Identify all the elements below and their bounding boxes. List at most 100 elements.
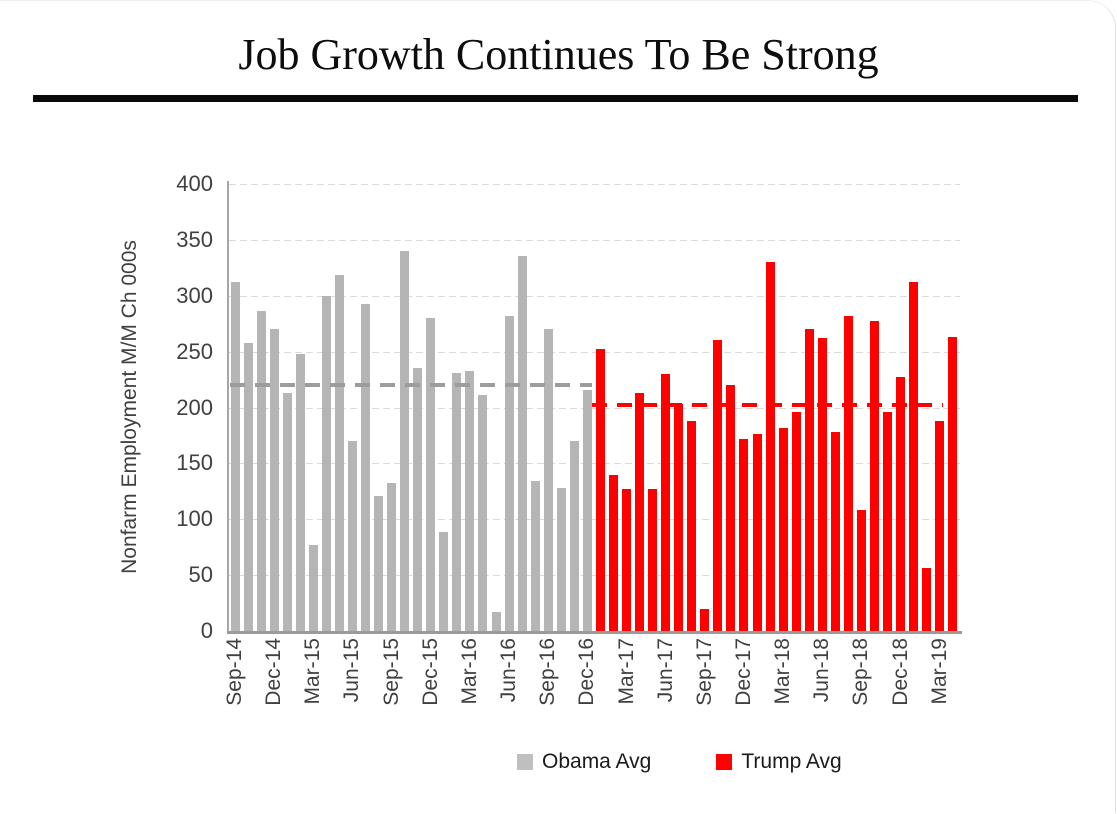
y-tick-label-250: 250 xyxy=(176,338,213,364)
bar-dec-18 xyxy=(896,377,906,631)
bar-sep-16 xyxy=(543,329,553,631)
y-tick-label-0: 0 xyxy=(200,618,213,643)
y-tick-label-150: 150 xyxy=(176,450,213,476)
gridline-300 xyxy=(229,295,960,297)
x-tick-label-dec-16: Dec-16 xyxy=(575,638,599,706)
bar-sep-18 xyxy=(856,510,866,631)
bar-jan-19 xyxy=(909,282,919,631)
bar-apr-15 xyxy=(321,295,331,631)
bar-feb-16 xyxy=(452,372,462,631)
bar-jun-18 xyxy=(817,338,827,631)
gridline-150 xyxy=(229,463,960,465)
gridline-100 xyxy=(229,519,960,521)
bar-apr-17 xyxy=(635,392,645,631)
x-tick-label-mar-15: Mar-15 xyxy=(301,638,325,705)
bar-oct-14 xyxy=(243,342,253,631)
bar-jun-16 xyxy=(504,315,514,631)
x-tick-label-dec-18: Dec-18 xyxy=(888,638,912,706)
chart-legend: Obama Avg Trump Avg xyxy=(517,750,842,774)
x-tick-label-mar-17: Mar-17 xyxy=(614,638,638,705)
bar-jan-15 xyxy=(282,392,292,631)
y-tick-label-200: 200 xyxy=(176,394,213,420)
bar-dec-14 xyxy=(269,329,279,631)
x-tick-label-dec-15: Dec-15 xyxy=(418,638,442,706)
y-tick-label-50: 50 xyxy=(188,562,213,588)
bar-apr-19 xyxy=(948,337,958,631)
bar-sep-17 xyxy=(700,608,710,631)
y-axis-title: Nonfarm Employment M/M Ch 000s xyxy=(118,240,141,574)
x-tick-label-sep-15: Sep-15 xyxy=(379,638,403,706)
bar-aug-16 xyxy=(530,481,540,631)
x-tick-label-jun-18: Jun-18 xyxy=(810,638,834,703)
bar-mar-17 xyxy=(622,489,631,631)
x-tick-label-mar-19: Mar-19 xyxy=(927,638,951,705)
legend-item-trump: Trump Avg xyxy=(716,750,842,774)
bar-dec-16 xyxy=(582,389,592,631)
obama-average-line xyxy=(230,383,592,388)
bar-jul-16 xyxy=(517,255,527,631)
x-tick-label-sep-16: Sep-16 xyxy=(536,638,560,706)
x-tick-label-jun-16: Jun-16 xyxy=(497,638,521,703)
bar-feb-18 xyxy=(765,262,775,631)
bar-nov-18 xyxy=(883,411,892,631)
trump-legend-swatch-icon xyxy=(716,754,733,770)
obama-legend-swatch-icon xyxy=(517,754,533,770)
y-tick-label-100: 100 xyxy=(176,506,213,532)
x-tick-label-sep-14: Sep-14 xyxy=(223,638,246,706)
gridline-350 xyxy=(229,239,960,241)
bar-oct-18 xyxy=(869,321,879,631)
bar-mar-18 xyxy=(778,427,788,631)
trump-average-line xyxy=(591,403,943,408)
x-tick-label-dec-14: Dec-14 xyxy=(262,638,286,706)
x-tick-label-jun-15: Jun-15 xyxy=(340,638,364,703)
bar-jan-17 xyxy=(595,349,605,631)
bar-jul-18 xyxy=(830,432,840,631)
bar-apr-18 xyxy=(791,411,801,631)
x-axis-line xyxy=(227,631,962,634)
gridline-200 xyxy=(229,407,960,409)
y-axis-line xyxy=(227,181,229,631)
gridline-250 xyxy=(229,351,960,353)
legend-label-obama: Obama Avg xyxy=(542,750,652,773)
bar-aug-17 xyxy=(687,420,697,631)
bar-oct-15 xyxy=(400,251,410,631)
bar-dec-15 xyxy=(426,318,436,631)
bar-mar-16 xyxy=(465,370,475,631)
bar-oct-16 xyxy=(556,487,566,631)
gridline-50 xyxy=(229,575,960,577)
bar-may-18 xyxy=(804,329,814,631)
bar-nov-14 xyxy=(256,311,266,631)
y-tick-label-400: 400 xyxy=(176,171,213,196)
page-title: Job Growth Continues To Be Strong xyxy=(238,30,879,79)
legend-item-obama: Obama Avg xyxy=(517,750,651,774)
bar-mar-19 xyxy=(935,420,945,631)
bar-jan-18 xyxy=(752,434,762,631)
bar-sep-14 xyxy=(230,282,240,631)
bar-mar-15 xyxy=(308,544,318,631)
y-tick-label-350: 350 xyxy=(176,226,213,252)
bar-jun-15 xyxy=(347,441,357,631)
x-tick-label-dec-17: Dec-17 xyxy=(731,638,755,706)
bar-feb-15 xyxy=(295,353,305,631)
bar-may-17 xyxy=(648,489,658,631)
gridline-400 xyxy=(229,184,960,185)
bar-feb-19 xyxy=(922,568,932,631)
bar-jun-17 xyxy=(661,373,671,631)
bar-may-16 xyxy=(491,612,501,631)
y-tick-label-300: 300 xyxy=(176,282,213,308)
x-tick-label-mar-18: Mar-18 xyxy=(771,638,795,705)
x-tick-label-jun-17: Jun-17 xyxy=(653,638,677,703)
x-tick-label-sep-17: Sep-17 xyxy=(692,638,716,706)
bar-aug-15 xyxy=(374,495,384,631)
bar-jul-17 xyxy=(674,404,684,631)
bar-dec-17 xyxy=(739,438,749,631)
bar-may-15 xyxy=(334,274,344,631)
x-tick-label-mar-16: Mar-16 xyxy=(457,638,481,705)
bar-jul-15 xyxy=(361,303,370,631)
bar-nov-15 xyxy=(413,368,423,631)
bar-apr-16 xyxy=(478,395,488,631)
x-tick-label-sep-18: Sep-18 xyxy=(849,638,873,706)
bar-jan-16 xyxy=(439,531,449,631)
